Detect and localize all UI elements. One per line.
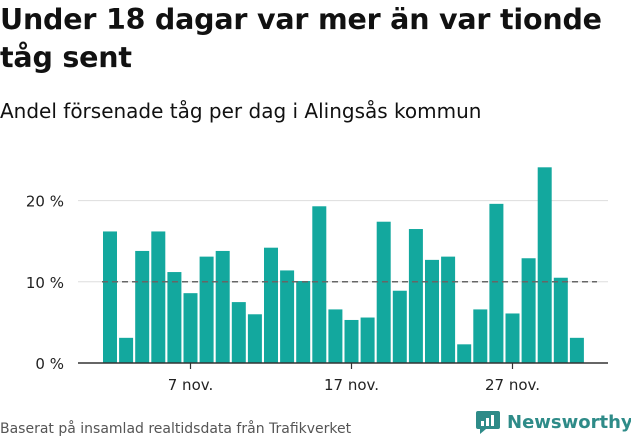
bar: [231, 302, 246, 363]
bar: [376, 221, 391, 363]
chart-title: Under 18 dagar var mer än var tionde tåg…: [0, 3, 602, 74]
bar: [312, 206, 327, 363]
x-tick-label: 17 nov.: [324, 376, 379, 394]
chart-subtitle: Andel försenade tåg per dag i Alingsås k…: [0, 99, 482, 123]
bar: [569, 337, 584, 363]
x-tick-label: 27 nov.: [485, 376, 540, 394]
bar: [408, 229, 423, 363]
bar: [553, 277, 568, 363]
bar: [344, 319, 359, 363]
bar: [505, 313, 520, 363]
bar: [167, 272, 182, 363]
bar: [360, 317, 375, 363]
y-tick-label: 0 %: [35, 355, 64, 373]
bar: [119, 337, 134, 363]
bar: [280, 270, 295, 363]
y-tick-label: 10 %: [26, 274, 64, 292]
brand-name: Newsworthy: [507, 411, 631, 433]
bar: [392, 290, 407, 363]
bar: [473, 309, 488, 363]
x-tick-label: 7 nov.: [168, 376, 213, 394]
newsworthy-logo-icon: [476, 411, 500, 434]
bar: [441, 256, 456, 363]
bar: [135, 250, 150, 363]
bar: [247, 314, 262, 363]
bar: [328, 309, 343, 363]
bar: [537, 167, 552, 363]
bar-chart: 0 % 10 % 20 % 7 nov. 17 nov. 27 nov.: [26, 167, 608, 394]
bar: [199, 256, 214, 363]
bar: [183, 293, 198, 363]
bar: [489, 203, 504, 363]
brand-logo[interactable]: Newsworthy: [475, 408, 631, 436]
bar: [425, 259, 439, 363]
bar: [521, 258, 536, 363]
bar: [103, 231, 117, 363]
source-note: Baserat på insamlad realtidsdata från Tr…: [0, 421, 352, 437]
bar: [296, 280, 311, 363]
y-tick-label: 20 %: [26, 193, 64, 211]
bar: [457, 344, 472, 363]
bar: [215, 250, 230, 363]
bar: [264, 247, 278, 363]
bar: [151, 231, 166, 363]
